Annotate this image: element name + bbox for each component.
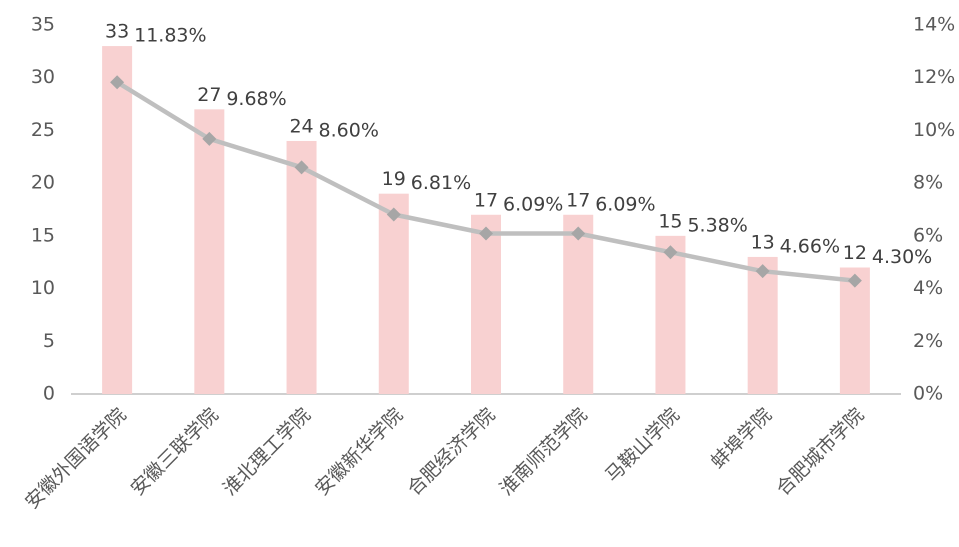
bar xyxy=(378,193,409,394)
y-tick-label: 5 xyxy=(43,330,55,352)
line-marker xyxy=(571,226,586,241)
line-value-label: 6.09% xyxy=(503,193,563,215)
x-tick-label: 淮南师范学院 xyxy=(495,404,591,500)
line-value-label: 4.30% xyxy=(872,246,932,268)
bar xyxy=(194,109,225,394)
line-value-label: 9.68% xyxy=(226,88,286,110)
line-marker xyxy=(294,160,309,175)
y-tick-label: 20 xyxy=(31,172,55,194)
line-value-label: 5.38% xyxy=(687,214,747,236)
line-value-label: 8.60% xyxy=(319,119,379,141)
x-tick-label: 合肥城市学院 xyxy=(772,404,868,500)
bar-value-label: 17 xyxy=(566,189,590,211)
bar-value-label: 27 xyxy=(197,84,221,106)
y2-tick-label: 14% xyxy=(913,14,955,36)
bar xyxy=(839,267,870,394)
bar-value-label: 15 xyxy=(658,210,682,232)
bar-value-label: 17 xyxy=(474,189,498,211)
y2-tick-label: 4% xyxy=(913,277,943,299)
y2-tick-label: 12% xyxy=(913,66,955,88)
line-marker xyxy=(847,273,862,288)
x-tick-label: 安徽新华学院 xyxy=(311,404,407,500)
y-tick-label: 25 xyxy=(31,119,55,141)
y2-tick-label: 6% xyxy=(913,224,943,246)
x-tick-label: 淮北理工学院 xyxy=(219,404,315,500)
bar-value-label: 24 xyxy=(289,115,313,137)
y2-tick-label: 10% xyxy=(913,119,955,141)
bar-value-label: 19 xyxy=(382,168,406,190)
y-tick-label: 0 xyxy=(43,383,55,405)
y2-tick-label: 2% xyxy=(913,330,943,352)
y-tick-label: 10 xyxy=(31,277,55,299)
line-value-label: 6.09% xyxy=(595,193,655,215)
y-tick-label: 30 xyxy=(31,66,55,88)
bar-value-label: 13 xyxy=(751,231,775,253)
bar xyxy=(747,256,778,394)
bar xyxy=(102,46,133,394)
y-tick-label: 15 xyxy=(31,224,55,246)
line-marker xyxy=(386,207,401,222)
x-tick-label: 安徽外国语学院 xyxy=(21,404,131,514)
line-value-label: 11.83% xyxy=(134,25,206,47)
line-marker xyxy=(479,226,493,241)
x-tick-label: 安徽三联学院 xyxy=(127,404,223,500)
line-value-label: 6.81% xyxy=(411,172,471,194)
bar-value-label: 12 xyxy=(843,242,867,264)
x-tick-label: 合肥经济学院 xyxy=(403,404,499,500)
line-marker xyxy=(755,264,770,279)
y-tick-label: 35 xyxy=(31,14,55,36)
x-tick-label: 蚌埠学院 xyxy=(707,404,776,473)
bar xyxy=(286,140,317,394)
line-marker xyxy=(110,75,125,90)
y2-tick-label: 8% xyxy=(913,172,943,194)
bar xyxy=(471,214,501,394)
bar-value-label: 33 xyxy=(105,21,129,43)
bar xyxy=(655,235,686,394)
line-marker xyxy=(202,131,217,146)
y2-tick-label: 0% xyxy=(913,383,943,405)
bar xyxy=(563,214,594,394)
x-tick-label: 马鞍山学院 xyxy=(601,404,684,487)
line-marker xyxy=(663,245,678,260)
line-value-label: 4.66% xyxy=(780,235,840,257)
